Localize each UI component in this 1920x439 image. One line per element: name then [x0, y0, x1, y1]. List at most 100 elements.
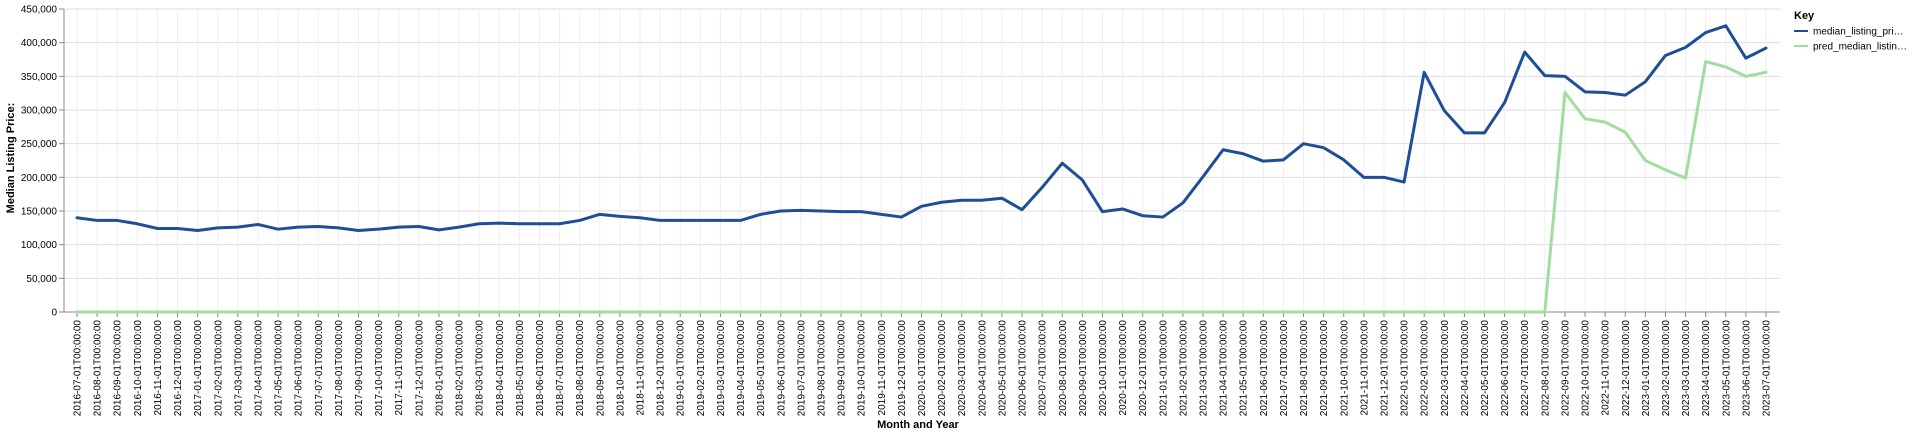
x-tick-label: 2017-04-01T00:00:00 [253, 320, 264, 417]
x-tick-label: 2017-07-01T00:00:00 [314, 320, 325, 417]
x-tick-label: 2017-03-01T00:00:00 [233, 320, 244, 417]
y-tick-label: 100,000 [21, 240, 58, 251]
y-tick-label: 150,000 [21, 207, 58, 218]
x-tick-label: 2019-10-01T00:00:00 [857, 320, 868, 417]
x-tick-label: 2016-07-01T00:00:00 [73, 320, 84, 417]
x-tick-label: 2018-06-01T00:00:00 [535, 320, 546, 417]
x-tick-label: 2022-01-01T00:00:00 [1400, 320, 1411, 417]
y-tick-label: 400,000 [21, 38, 58, 49]
x-tick-label: 2019-01-01T00:00:00 [676, 320, 687, 417]
x-tick-label: 2020-08-01T00:00:00 [1058, 320, 1069, 417]
x-tick-label: 2023-02-01T00:00:00 [1661, 320, 1672, 417]
x-tick-label: 2019-07-01T00:00:00 [796, 320, 807, 417]
x-tick-label: 2021-02-01T00:00:00 [1178, 320, 1189, 417]
x-tick-label: 2018-07-01T00:00:00 [555, 320, 566, 417]
x-tick-label: 2021-11-01T00:00:00 [1359, 320, 1370, 416]
x-tick-label: 2017-01-01T00:00:00 [193, 320, 204, 417]
x-tick-label: 2022-08-01T00:00:00 [1540, 320, 1551, 417]
x-tick-label: 2016-08-01T00:00:00 [93, 320, 104, 417]
x-tick-label: 2023-06-01T00:00:00 [1741, 320, 1752, 417]
x-tick-label: 2018-10-01T00:00:00 [615, 320, 626, 417]
y-tick-label: 250,000 [21, 139, 58, 150]
x-tick-label: 2021-10-01T00:00:00 [1339, 320, 1350, 417]
x-tick-label: 2022-07-01T00:00:00 [1520, 320, 1531, 417]
x-tick-label: 2019-08-01T00:00:00 [816, 320, 827, 417]
x-tick-label: 2017-06-01T00:00:00 [294, 320, 305, 417]
x-tick-label: 2016-11-01T00:00:00 [153, 320, 164, 416]
x-tick-label: 2019-06-01T00:00:00 [776, 320, 787, 417]
x-tick-label: 2021-06-01T00:00:00 [1259, 320, 1270, 417]
x-tick-label: 2022-12-01T00:00:00 [1621, 320, 1632, 417]
x-tick-label: 2017-02-01T00:00:00 [213, 320, 224, 417]
x-tick-label: 2021-09-01T00:00:00 [1319, 320, 1330, 417]
x-tick-label: 2017-08-01T00:00:00 [334, 320, 345, 417]
y-tick-label: 0 [51, 308, 57, 319]
y-tick-label: 450,000 [21, 5, 58, 16]
x-tick-label: 2016-10-01T00:00:00 [133, 320, 144, 417]
grid-lines [64, 8, 1780, 313]
x-tick-label: 2022-05-01T00:00:00 [1480, 320, 1491, 417]
x-tick-label: 2021-05-01T00:00:00 [1239, 320, 1250, 417]
x-tick-label: 2020-09-01T00:00:00 [1078, 320, 1089, 417]
legend-title: Key [1794, 10, 1815, 22]
x-tick-label: 2018-08-01T00:00:00 [575, 320, 586, 417]
x-tick-label: 2020-05-01T00:00:00 [997, 320, 1008, 417]
x-tick-label: 2018-04-01T00:00:00 [495, 320, 506, 417]
series-line [75, 24, 1768, 233]
legend-label: pred_median_listin… [1813, 42, 1907, 53]
series-line [75, 60, 1768, 314]
x-tick-label: 2019-02-01T00:00:00 [696, 320, 707, 417]
x-tick-label: 2016-09-01T00:00:00 [113, 320, 124, 417]
x-tick-label: 2022-09-01T00:00:00 [1560, 320, 1571, 417]
y-tick-label: 300,000 [21, 106, 58, 117]
x-tick-label: 2021-12-01T00:00:00 [1379, 320, 1390, 417]
x-tick-label: 2022-04-01T00:00:00 [1460, 320, 1471, 417]
x-tick-label: 2019-05-01T00:00:00 [756, 320, 767, 417]
x-tick-label: 2022-10-01T00:00:00 [1581, 320, 1592, 417]
x-tick-label: 2021-07-01T00:00:00 [1279, 320, 1290, 417]
x-tick-label: 2021-01-01T00:00:00 [1158, 320, 1169, 417]
x-tick-label: 2020-12-01T00:00:00 [1138, 320, 1149, 417]
x-tick-label: 2018-01-01T00:00:00 [434, 320, 445, 417]
x-tick-label: 2023-03-01T00:00:00 [1681, 320, 1692, 417]
x-tick-label: 2019-03-01T00:00:00 [716, 320, 727, 417]
x-tick-label: 2021-08-01T00:00:00 [1299, 320, 1310, 417]
x-tick-label: 2020-07-01T00:00:00 [1038, 320, 1049, 417]
legend: Key median_listing_pri… pred_median_listi… [1794, 10, 1907, 53]
x-tick-label: 2020-02-01T00:00:00 [937, 320, 948, 417]
x-tick-label: 2022-11-01T00:00:00 [1601, 320, 1612, 416]
x-tick-label: 2020-01-01T00:00:00 [917, 320, 928, 417]
x-tick-label: 2017-09-01T00:00:00 [354, 320, 365, 417]
x-tick-label: 2022-02-01T00:00:00 [1420, 320, 1431, 417]
x-tick-label: 2017-10-01T00:00:00 [374, 320, 385, 417]
y-tick-label: 200,000 [21, 173, 58, 184]
x-tick-label: 2020-11-01T00:00:00 [1118, 320, 1129, 416]
x-tick-label: 2020-04-01T00:00:00 [977, 320, 988, 417]
x-tick-label: 2020-06-01T00:00:00 [1018, 320, 1029, 417]
x-tick-label: 2019-09-01T00:00:00 [837, 320, 848, 417]
series-lines [75, 24, 1768, 314]
x-tick-label: 2018-12-01T00:00:00 [656, 320, 667, 417]
x-axis: 2016-07-01T00:00:00 2016-08-01T00:00:00 20… [64, 311, 1780, 417]
x-tick-label: 2020-10-01T00:00:00 [1098, 320, 1109, 417]
x-tick-label: 2018-03-01T00:00:00 [475, 320, 486, 417]
x-tick-label: 2019-04-01T00:00:00 [736, 320, 747, 417]
x-tick-label: 2023-01-01T00:00:00 [1641, 320, 1652, 417]
y-axis-title: Median Listing Price: [5, 103, 17, 214]
x-tick-label: 2017-05-01T00:00:00 [274, 320, 285, 417]
x-tick-label: 2018-11-01T00:00:00 [636, 320, 647, 416]
x-axis-title: Month and Year [877, 419, 959, 431]
x-tick-label: 2023-04-01T00:00:00 [1701, 320, 1712, 417]
x-tick-label: 2022-06-01T00:00:00 [1500, 320, 1511, 417]
legend-label: median_listing_pri… [1813, 27, 1904, 38]
x-tick-label: 2016-12-01T00:00:00 [173, 320, 184, 417]
x-tick-label: 2017-12-01T00:00:00 [414, 320, 425, 417]
x-tick-label: 2017-11-01T00:00:00 [394, 320, 405, 416]
x-tick-label: 2021-04-01T00:00:00 [1219, 320, 1230, 417]
x-tick-label: 2018-02-01T00:00:00 [455, 320, 466, 417]
x-tick-label: 2020-03-01T00:00:00 [957, 320, 968, 417]
x-tick-label: 2019-11-01T00:00:00 [877, 320, 888, 416]
x-tick-label: 2018-05-01T00:00:00 [515, 320, 526, 417]
